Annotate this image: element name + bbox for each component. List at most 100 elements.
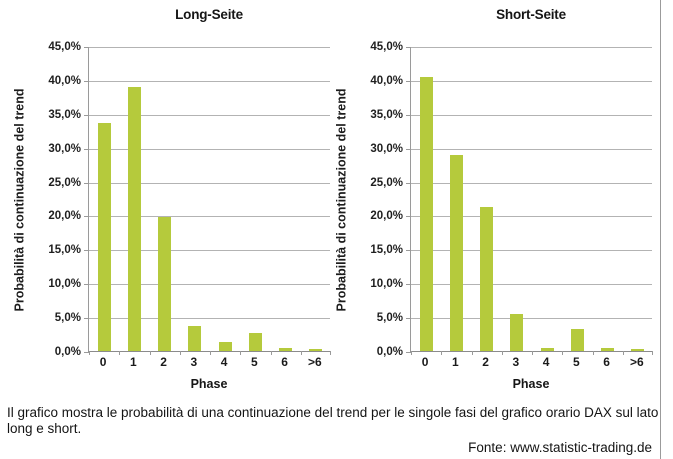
right-border-line <box>660 0 661 459</box>
x-tick-label: 1 <box>130 355 137 369</box>
x-tick-mark <box>622 351 624 355</box>
x-tick-mark <box>300 351 302 355</box>
gridline <box>411 80 652 82</box>
y-tick-mark <box>84 114 89 116</box>
x-tick-label: 0 <box>421 355 429 369</box>
plot-area <box>84 47 331 355</box>
y-tick-mark <box>406 216 411 218</box>
gridline <box>89 80 330 82</box>
x-tick-mark <box>89 351 90 355</box>
gridline <box>89 114 330 116</box>
bar <box>218 342 232 351</box>
x-tick-mark <box>592 351 594 355</box>
y-tick-mark <box>84 47 89 48</box>
y-tick-label: 35,0% <box>370 108 403 121</box>
chart-short-seite: Short-Seite Probabilità di continuazione… <box>330 0 653 396</box>
y-tick-mark <box>84 148 89 150</box>
x-tick-label: 5 <box>251 355 258 369</box>
y-tick-mark <box>84 182 89 184</box>
chart-long-seite: Long-Seite Probabilità di continuazione … <box>8 0 331 396</box>
x-tick-label: 0 <box>99 355 107 369</box>
gridline <box>411 318 652 320</box>
bar <box>570 329 584 351</box>
bar <box>601 348 615 351</box>
gridline <box>411 148 652 150</box>
y-tick-label: 40,0% <box>370 74 403 87</box>
x-tick-label: 2 <box>160 355 167 369</box>
y-tick-label: 10,0% <box>370 278 403 291</box>
y-tick-mark <box>406 148 411 150</box>
y-tick-mark <box>406 114 411 116</box>
gridline <box>89 284 330 286</box>
x-tick-label: >6 <box>308 355 322 369</box>
bar <box>188 325 202 351</box>
x-tick-mark <box>471 351 473 355</box>
x-tick-mark <box>330 351 331 355</box>
gridline <box>89 148 330 150</box>
x-tick-label: 2 <box>482 355 489 369</box>
y-tick-label: 5,0% <box>54 312 81 325</box>
x-tick-label: 6 <box>603 355 610 369</box>
y-tick-label: 15,0% <box>48 244 81 257</box>
bar <box>480 206 494 351</box>
x-tick-mark <box>411 351 412 355</box>
y-tick-mark <box>84 284 89 286</box>
y-tick-mark <box>84 80 89 82</box>
y-tick-mark <box>406 250 411 252</box>
x-tick-mark <box>270 351 272 355</box>
x-tick-mark <box>210 351 211 355</box>
y-tick-label: 15,0% <box>370 244 403 257</box>
x-tick-mark <box>240 351 242 355</box>
y-tick-mark <box>406 80 411 82</box>
bar <box>510 313 524 351</box>
gridline <box>411 47 652 48</box>
y-tick-label: 10,0% <box>48 278 81 291</box>
y-tick-label: 45,0% <box>370 41 403 53</box>
x-axis-title: Phase <box>512 377 550 391</box>
y-tick-mark <box>406 352 411 353</box>
x-tick-label: 4 <box>220 355 228 369</box>
chart-title: Long-Seite <box>175 7 243 22</box>
y-tick-label: 45,0% <box>48 41 81 53</box>
x-tick-mark <box>149 351 151 355</box>
x-tick-mark <box>441 351 443 355</box>
x-tick-label: 3 <box>512 355 520 369</box>
bar <box>309 348 323 351</box>
y-tick-label: 30,0% <box>48 142 81 155</box>
y-tick-mark <box>84 250 89 252</box>
gridline <box>411 182 652 184</box>
y-tick-label: 30,0% <box>370 142 403 155</box>
y-axis-label-cell: Probabilità di continuazione del trend <box>8 47 30 352</box>
bar <box>449 155 463 351</box>
y-tick-label: 35,0% <box>48 108 81 121</box>
x-tick-mark <box>179 351 181 355</box>
gridline <box>89 216 330 218</box>
y-tick-label: 5,0% <box>376 312 403 325</box>
x-tick-label: 5 <box>573 355 580 369</box>
gridline <box>89 318 330 320</box>
gridline <box>89 182 330 184</box>
y-tick-mark <box>406 182 411 184</box>
y-tick-label: 20,0% <box>48 210 81 223</box>
gridline <box>89 250 330 252</box>
x-tick-mark <box>562 351 564 355</box>
x-tick-label: 1 <box>452 355 459 369</box>
x-tick-label: 4 <box>542 355 550 369</box>
plot-area <box>406 47 653 355</box>
gridline <box>411 114 652 116</box>
y-axis-ticks: 45,0% 40,0% 35,0% 30,0% 25,0% 20,0% 15,0% 10,0%… <box>352 41 410 358</box>
y-tick-label: 20,0% <box>370 210 403 223</box>
gridline <box>89 47 330 48</box>
x-tick-mark <box>532 351 533 355</box>
y-tick-label: 25,0% <box>370 176 403 189</box>
bar <box>540 347 554 351</box>
bar <box>248 333 262 351</box>
y-tick-mark <box>406 318 411 320</box>
x-tick-label: 3 <box>190 355 198 369</box>
x-axis-title: Phase <box>190 377 228 391</box>
y-tick-label: 40,0% <box>48 74 81 87</box>
bar <box>127 87 141 351</box>
y-tick-mark <box>84 216 89 218</box>
bar <box>97 123 111 351</box>
